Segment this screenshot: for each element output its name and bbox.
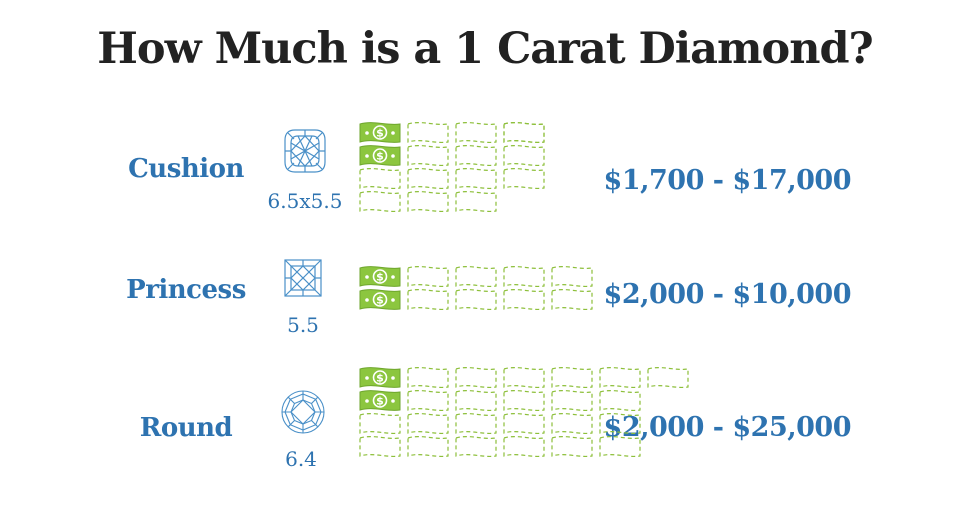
shape-label-princess: Princess bbox=[126, 275, 246, 305]
money-bill-outline-round-10 bbox=[455, 412, 497, 435]
chart-title: How Much is a 1 Carat Diamond? bbox=[97, 24, 873, 74]
shape-label-round: Round bbox=[139, 413, 233, 443]
money-bill-outline-round-9 bbox=[455, 389, 497, 412]
money-bill-outline-round-13 bbox=[503, 389, 545, 412]
svg-text:$: $ bbox=[376, 294, 384, 307]
size-label-round: 6.4 bbox=[285, 447, 317, 471]
price-range-cushion: $1,700 - $17,000 bbox=[603, 165, 852, 196]
money-bill-outline-round-16 bbox=[551, 366, 593, 389]
money-bill-outline-round-23 bbox=[599, 435, 641, 458]
money-bill-outline-cushion-7 bbox=[407, 190, 449, 213]
money-bill-filled-cushion-0: $ bbox=[359, 122, 401, 143]
money-bill-outline-cushion-4 bbox=[407, 121, 449, 144]
svg-text:$: $ bbox=[376, 372, 384, 385]
money-bill-outline-princess-3 bbox=[407, 288, 449, 311]
money-bill-outline-princess-5 bbox=[455, 288, 497, 311]
money-bill-outline-cushion-13 bbox=[503, 144, 545, 167]
money-bill-filled-cushion-1: $ bbox=[359, 145, 401, 166]
money-bill-outline-princess-2 bbox=[407, 265, 449, 288]
money-bill-outline-cushion-9 bbox=[455, 144, 497, 167]
money-bill-outline-princess-8 bbox=[551, 265, 593, 288]
money-bill-outline-round-11 bbox=[455, 435, 497, 458]
money-bill-outline-round-8 bbox=[455, 366, 497, 389]
svg-text:$: $ bbox=[376, 395, 384, 408]
money-bill-outline-cushion-10 bbox=[455, 167, 497, 190]
money-bill-outline-round-6 bbox=[407, 412, 449, 435]
money-bill-outline-cushion-5 bbox=[407, 144, 449, 167]
money-bill-outline-round-7 bbox=[407, 435, 449, 458]
money-bill-filled-princess-0: $ bbox=[359, 266, 401, 287]
money-bill-outline-princess-6 bbox=[503, 265, 545, 288]
money-bill-outline-cushion-3 bbox=[359, 190, 401, 213]
money-bill-filled-round-0: $ bbox=[359, 367, 401, 388]
money-bill-outline-round-21 bbox=[599, 389, 641, 412]
round-cut-icon bbox=[281, 390, 325, 434]
cushion-cut-icon bbox=[284, 129, 326, 173]
money-bill-filled-round-1: $ bbox=[359, 390, 401, 411]
size-label-princess: 5.5 bbox=[287, 313, 319, 337]
price-range-princess: $2,000 - $10,000 bbox=[603, 279, 852, 310]
svg-text:$: $ bbox=[376, 127, 384, 140]
money-bill-outline-cushion-6 bbox=[407, 167, 449, 190]
shape-label-cushion: Cushion bbox=[128, 154, 244, 184]
money-bill-outline-princess-9 bbox=[551, 288, 593, 311]
svg-text:$: $ bbox=[376, 150, 384, 163]
money-bill-outline-cushion-2 bbox=[359, 167, 401, 190]
money-bill-outline-round-3 bbox=[359, 435, 401, 458]
svg-text:$: $ bbox=[376, 271, 384, 284]
money-bill-outline-round-15 bbox=[503, 435, 545, 458]
money-bill-outline-cushion-12 bbox=[503, 121, 545, 144]
money-bill-filled-princess-1: $ bbox=[359, 289, 401, 310]
money-bill-outline-round-18 bbox=[551, 412, 593, 435]
money-bill-outline-round-17 bbox=[551, 389, 593, 412]
money-bill-outline-round-2 bbox=[359, 412, 401, 435]
money-bill-outline-cushion-15 bbox=[503, 121, 545, 144]
price-range-round: $2,000 - $25,000 bbox=[603, 412, 852, 443]
money-bill-outline-round-4 bbox=[407, 366, 449, 389]
money-bill-outline-round-5 bbox=[407, 389, 449, 412]
money-bill-outline-round-14 bbox=[503, 412, 545, 435]
money-bill-outline-cushion-11 bbox=[455, 190, 497, 213]
money-bill-outline-round-22 bbox=[599, 412, 641, 435]
money-bill-outline-round-24 bbox=[647, 366, 689, 389]
money-bill-outline-princess-4 bbox=[455, 265, 497, 288]
money-bill-outline-round-12 bbox=[503, 366, 545, 389]
money-bill-outline-princess-7 bbox=[503, 288, 545, 311]
money-bill-outline-round-19 bbox=[551, 435, 593, 458]
money-bill-outline-cushion-8 bbox=[455, 121, 497, 144]
size-label-cushion: 6.5x5.5 bbox=[267, 189, 343, 213]
money-bill-outline-round-20 bbox=[599, 366, 641, 389]
princess-cut-icon bbox=[284, 259, 322, 297]
money-bill-outline-cushion-14 bbox=[503, 167, 545, 190]
